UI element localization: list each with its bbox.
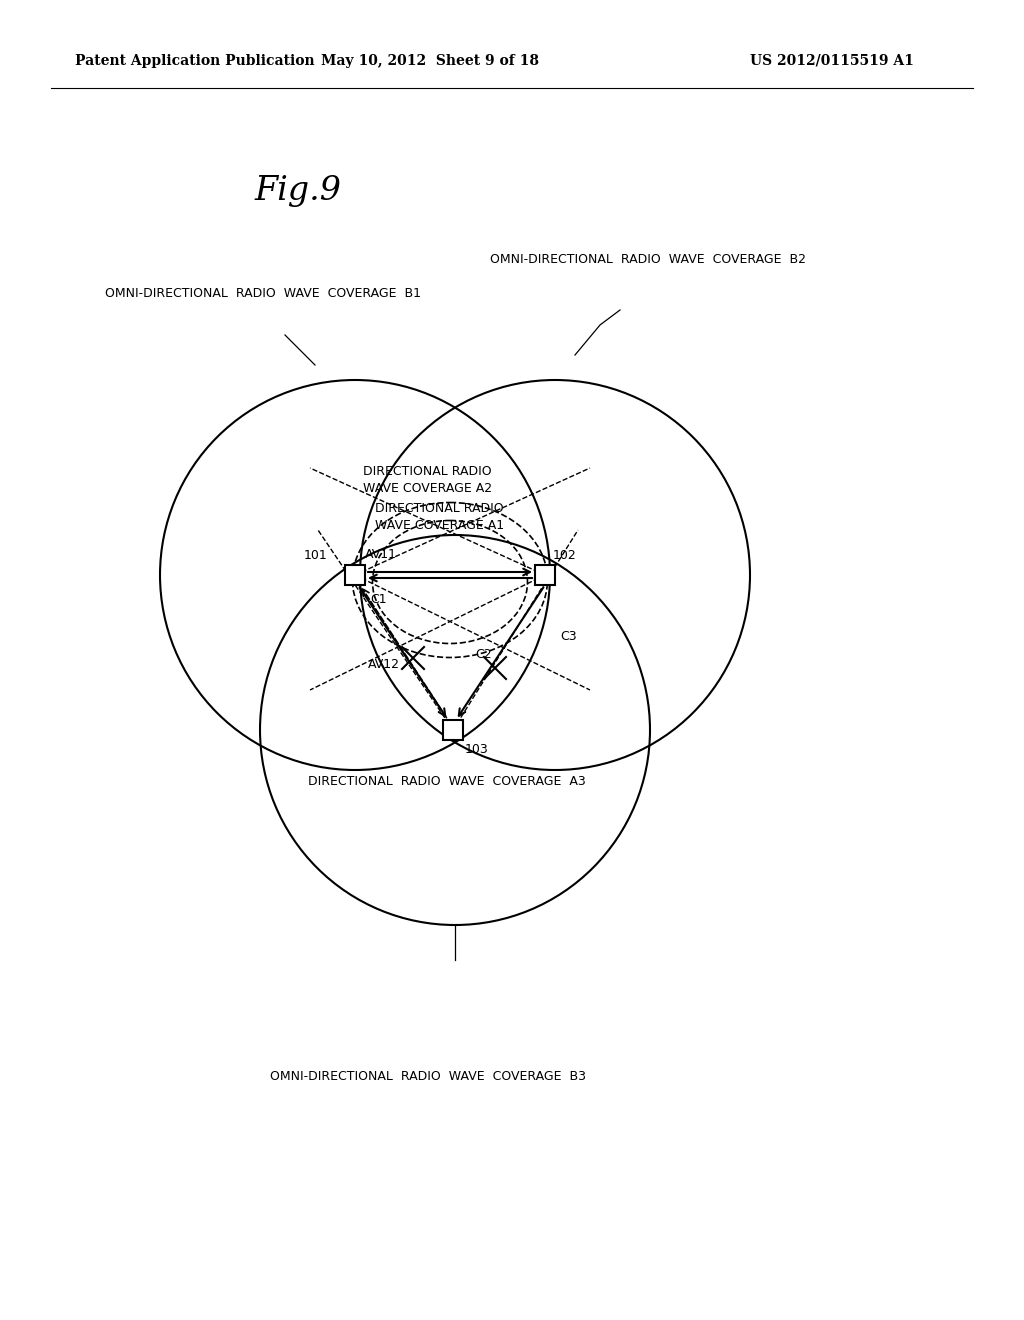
Text: DIRECTIONAL RADIO: DIRECTIONAL RADIO <box>375 502 504 515</box>
Bar <box>345 565 365 585</box>
Text: DIRECTIONAL  RADIO  WAVE  COVERAGE  A3: DIRECTIONAL RADIO WAVE COVERAGE A3 <box>308 775 586 788</box>
Text: May 10, 2012  Sheet 9 of 18: May 10, 2012 Sheet 9 of 18 <box>321 54 539 69</box>
Text: DIRECTIONAL RADIO: DIRECTIONAL RADIO <box>362 465 492 478</box>
Text: Fig.9: Fig.9 <box>255 176 342 207</box>
Text: Patent Application Publication: Patent Application Publication <box>75 54 314 69</box>
Text: 101: 101 <box>303 549 327 562</box>
Text: C3: C3 <box>560 630 577 643</box>
Text: OMNI-DIRECTIONAL  RADIO  WAVE  COVERAGE  B3: OMNI-DIRECTIONAL RADIO WAVE COVERAGE B3 <box>270 1071 586 1082</box>
Bar <box>535 565 555 585</box>
Text: OMNI-DIRECTIONAL  RADIO  WAVE  COVERAGE  B1: OMNI-DIRECTIONAL RADIO WAVE COVERAGE B1 <box>105 286 421 300</box>
Text: AV11: AV11 <box>365 548 397 561</box>
Text: AV12: AV12 <box>368 657 400 671</box>
Text: C1: C1 <box>370 593 387 606</box>
Text: C2: C2 <box>475 648 492 661</box>
Text: 103: 103 <box>465 743 488 756</box>
Text: US 2012/0115519 A1: US 2012/0115519 A1 <box>750 54 913 69</box>
Text: WAVE COVERAGE A2: WAVE COVERAGE A2 <box>362 482 493 495</box>
Text: OMNI-DIRECTIONAL  RADIO  WAVE  COVERAGE  B2: OMNI-DIRECTIONAL RADIO WAVE COVERAGE B2 <box>490 253 806 267</box>
Bar <box>443 719 463 741</box>
Text: WAVE COVERAGE A1: WAVE COVERAGE A1 <box>375 519 504 532</box>
Text: 102: 102 <box>553 549 577 562</box>
